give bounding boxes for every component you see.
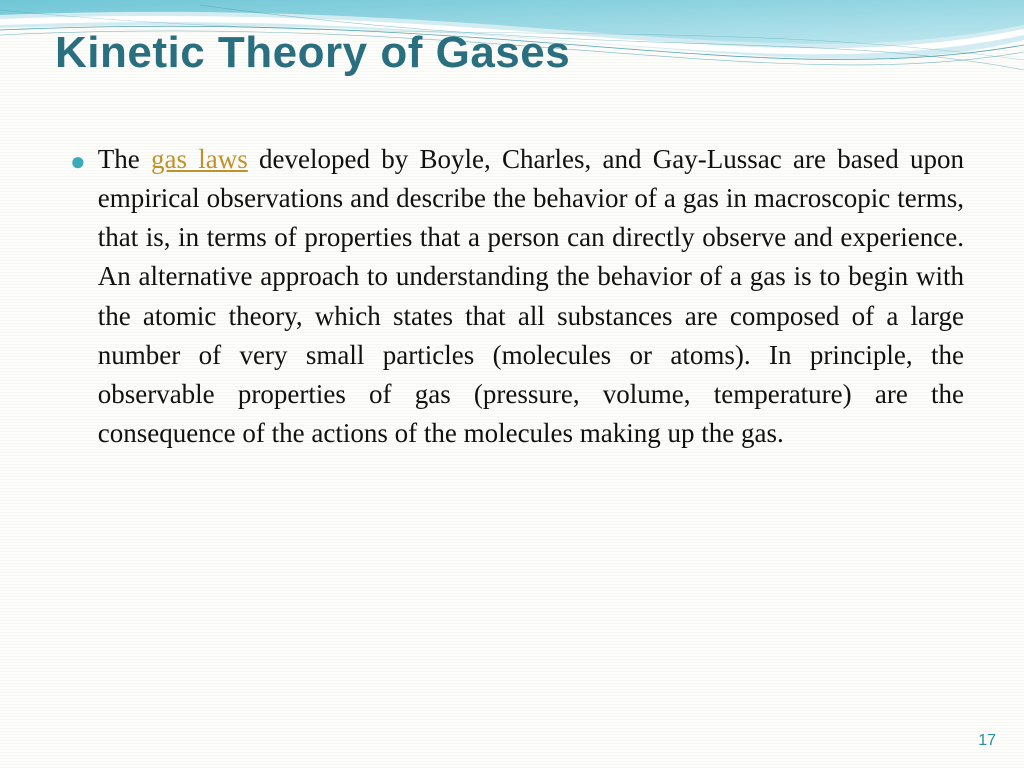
bullet-icon: ● bbox=[70, 142, 86, 181]
bullet-item: ● The gas laws developed by Boyle, Charl… bbox=[70, 140, 964, 453]
gas-laws-link[interactable]: gas laws bbox=[151, 144, 248, 174]
body-paragraph: The gas laws developed by Boyle, Charles… bbox=[98, 140, 964, 453]
page-number: 17 bbox=[978, 732, 996, 750]
slide: Kinetic Theory of Gases ● The gas laws d… bbox=[0, 0, 1024, 768]
body-text-after: developed by Boyle, Charles, and Gay-Lus… bbox=[98, 144, 964, 448]
body-text-before: The bbox=[98, 144, 151, 174]
slide-title: Kinetic Theory of Gases bbox=[55, 28, 570, 78]
slide-body: ● The gas laws developed by Boyle, Charl… bbox=[70, 140, 964, 453]
